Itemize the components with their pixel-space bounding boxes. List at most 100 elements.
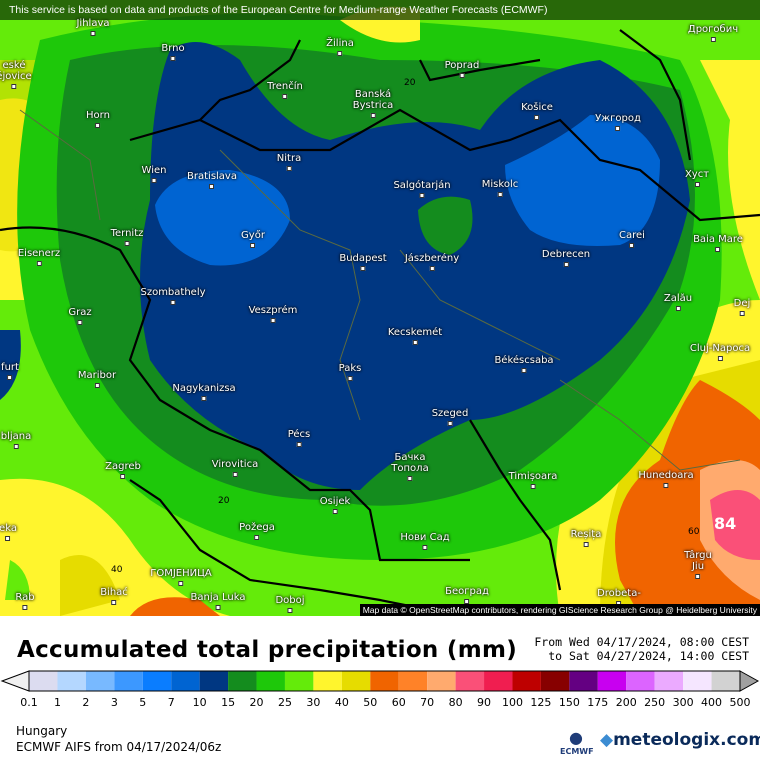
city-marker[interactable]: Budapest: [339, 253, 387, 271]
legend-tick-label: 90: [477, 696, 492, 709]
city-marker[interactable]: Trenčín: [267, 81, 303, 99]
city-dot-icon: [447, 421, 453, 426]
city-marker[interactable]: Graz: [68, 307, 92, 325]
city-dot-icon: [347, 376, 353, 381]
legend-tick-label: 25: [277, 696, 292, 709]
city-marker[interactable]: Szeged: [431, 408, 469, 426]
city-marker[interactable]: Paks: [339, 363, 361, 381]
city-marker[interactable]: Дрогобич: [688, 24, 738, 42]
contour-label: 84: [714, 514, 737, 533]
city-label: Ужгород: [595, 113, 641, 124]
legend-swatch: [284, 671, 314, 691]
city-marker[interactable]: Győr: [241, 230, 265, 248]
city-marker[interactable]: Ужгород: [595, 113, 641, 131]
city-marker[interactable]: Bihać: [100, 587, 128, 605]
city-marker[interactable]: Wien: [142, 165, 166, 183]
city-marker[interactable]: furt: [1, 362, 19, 380]
meteologix-logo[interactable]: ◆meteologix.com: [600, 730, 760, 750]
city-marker[interactable]: bljana: [0, 431, 32, 449]
city-dot-icon: [270, 318, 276, 323]
city-marker[interactable]: Bratislava: [187, 171, 237, 189]
legend-tick-label: 40: [334, 696, 349, 709]
city-marker[interactable]: Cluj-Napoca: [690, 343, 750, 361]
city-marker[interactable]: Szombathely: [140, 287, 206, 305]
city-label: Szeged: [431, 408, 469, 419]
city-dot-icon: [412, 340, 418, 345]
city-label: Békéscsaba: [494, 355, 554, 366]
city-label: Trenčín: [267, 81, 303, 92]
city-marker[interactable]: Nitra: [277, 153, 301, 171]
city-marker[interactable]: Maribor: [78, 370, 116, 388]
city-marker[interactable]: Baia Mare: [693, 234, 743, 252]
city-marker[interactable]: Бачка Топола: [391, 452, 429, 481]
city-label: Debrecen: [541, 249, 591, 260]
city-marker[interactable]: Rab: [15, 592, 35, 610]
contour-label: 20: [404, 78, 416, 88]
city-marker[interactable]: Žilina: [326, 38, 354, 56]
city-marker[interactable]: Banská Bystrica: [353, 89, 393, 118]
city-label: Нови Сад: [400, 532, 450, 543]
city-marker[interactable]: Poprad: [445, 60, 479, 78]
city-label: Timișoara: [508, 471, 558, 482]
city-marker[interactable]: Debrecen: [542, 249, 590, 267]
city-marker[interactable]: Horn: [86, 110, 110, 128]
legend-tick-label: 100: [501, 696, 523, 709]
city-marker[interactable]: Košice: [521, 102, 553, 120]
city-label: Dej: [733, 298, 751, 309]
city-marker[interactable]: Békéscsaba: [494, 355, 554, 373]
legend-tick-label: 250: [644, 696, 666, 709]
city-marker[interactable]: Požega: [239, 522, 275, 540]
color-legend: [0, 670, 760, 692]
legend-swatch: [512, 671, 541, 691]
ecmwf-logo[interactable]: ● ECMWF: [560, 728, 594, 756]
city-dot-icon: [250, 243, 256, 248]
city-label: Târgu Jiu: [684, 550, 712, 572]
city-marker[interactable]: Miskolc: [482, 179, 518, 197]
city-label: Virovitica: [211, 459, 259, 470]
legend-tick-label: 70: [420, 696, 435, 709]
city-label: Banja Luka: [190, 592, 246, 603]
city-label: Miskolc: [481, 179, 519, 190]
city-marker[interactable]: Нови Сад: [400, 532, 450, 550]
city-marker[interactable]: Jihlava: [76, 18, 110, 36]
city-marker[interactable]: ГОМЈЕНИЦА: [150, 568, 212, 586]
city-marker[interactable]: Târgu Jiu: [684, 550, 712, 579]
precipitation-map[interactable]: This service is based on data and produc…: [0, 0, 760, 616]
city-marker[interactable]: Београд: [445, 586, 489, 604]
city-label: bljana: [0, 431, 32, 442]
city-marker[interactable]: Doboj: [275, 595, 305, 613]
city-dot-icon: [286, 166, 292, 171]
city-marker[interactable]: Pécs: [288, 429, 310, 447]
city-marker[interactable]: eka: [0, 523, 17, 541]
city-marker[interactable]: Хуст: [685, 169, 709, 187]
city-marker[interactable]: Dej: [733, 298, 751, 316]
city-marker[interactable]: Zalău: [664, 293, 692, 311]
city-marker[interactable]: Ternitz: [111, 228, 143, 246]
city-marker[interactable]: Kecskemét: [388, 327, 442, 345]
city-marker[interactable]: Osijek: [320, 496, 350, 514]
city-marker[interactable]: Hunedoara: [638, 470, 694, 488]
city-label: Banská Bystrica: [352, 89, 394, 111]
city-marker[interactable]: Reșița: [571, 529, 601, 547]
city-marker[interactable]: Timișoara: [508, 471, 558, 489]
city-dot-icon: [629, 243, 635, 248]
city-marker[interactable]: Veszprém: [249, 305, 297, 323]
city-dot-icon: [337, 51, 343, 56]
city-marker[interactable]: eské ějovice: [0, 60, 32, 89]
city-marker[interactable]: Eisenerz: [18, 248, 60, 266]
legend-tick-label: 175: [587, 696, 609, 709]
map-attribution[interactable]: Map data © OpenStreetMap contributors, r…: [359, 604, 760, 616]
city-label: Maribor: [77, 370, 117, 381]
city-marker[interactable]: Carei: [619, 230, 645, 248]
city-label: Graz: [68, 307, 92, 318]
city-marker[interactable]: Brno: [161, 43, 185, 61]
city-marker[interactable]: Salgótarján: [393, 180, 451, 198]
city-marker[interactable]: Nagykanizsa: [172, 383, 236, 401]
city-marker[interactable]: Banja Luka: [190, 592, 246, 610]
city-label: Drobeta-: [597, 588, 641, 599]
city-label: ГОМЈЕНИЦА: [150, 568, 212, 579]
city-marker[interactable]: Virovitica: [212, 459, 258, 477]
city-marker[interactable]: Zagreb: [105, 461, 141, 479]
city-marker[interactable]: Jászberény: [405, 253, 459, 271]
city-label: Salgótarján: [393, 180, 451, 191]
